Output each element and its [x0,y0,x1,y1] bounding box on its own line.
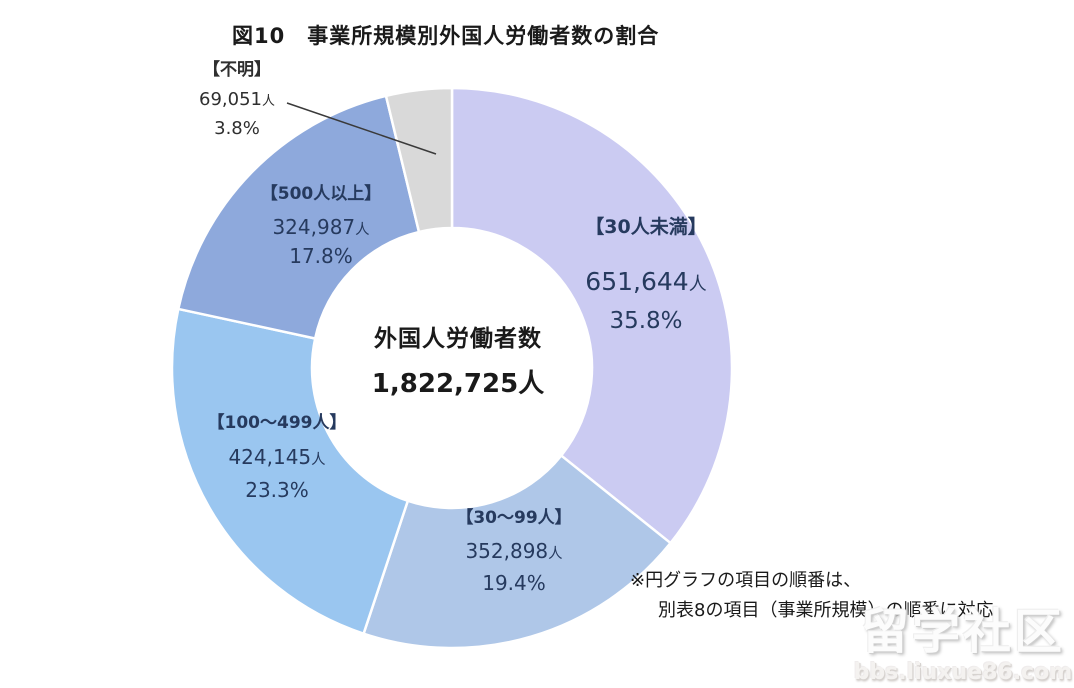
total-label: 外国人労働者数 [374,326,542,352]
footnote: ※円グラフの項目の順番は、 別表8の項目（事業所規模）の順番に対応 [630,566,993,626]
pie-segment [170,307,410,635]
segment-label-100-499: 【100～499人】 424,145人 23.3% [147,413,407,503]
unit-suffix: 人 [548,546,563,562]
segment-label-500-plus: 【500人以上】 324,987人 17.8% [191,184,451,269]
unit-suffix: 人 [518,369,545,399]
segment-name: 【不明】 [203,60,271,80]
segment-percent: 3.8% [214,118,260,139]
donut-center-total: 外国人労働者数 1,822,725人 [328,326,588,399]
segment-name: 【30人未満】 [585,216,707,238]
segment-name: 【100～499人】 [207,413,347,433]
segment-label-unknown: 【不明】 69,051人 3.8% [107,62,367,138]
segment-value: 324,987人 [272,215,370,239]
segment-percent: 23.3% [245,478,309,503]
segment-value: 352,898人 [465,539,563,563]
segment-value: 424,145人 [228,445,326,469]
segment-name: 【500人以上】 [260,184,382,204]
chart-title: 図10 事業所規模別外国人労働者数の割合 [232,24,660,48]
pie-segment [384,86,454,234]
footnote-line-2: 別表8の項目（事業所規模）の順番に対応 [658,600,994,621]
unit-suffix: 人 [262,94,275,109]
pie-segment [362,454,672,650]
leader-line-unknown-segment [286,102,437,155]
unit-suffix: 人 [355,222,370,238]
pie-segment [450,86,734,545]
segment-label-under-30: 【30人未満】 651,644人 35.8% [516,218,776,333]
pie-segments [170,86,734,650]
total-value: 1,822,725人 [371,369,545,399]
segment-name: 【30～99人】 [456,508,572,528]
segment-value: 69,051人 [199,89,275,110]
segment-percent: 17.8% [289,244,353,269]
footnote-line-1: ※円グラフの項目の順番は、 [630,570,862,591]
segment-label-30-99: 【30～99人】 352,898人 19.4% [384,508,644,596]
segment-percent: 19.4% [482,571,546,596]
segment-value: 651,644人 [585,267,707,296]
segment-percent: 35.8% [609,308,683,334]
unit-suffix: 人 [688,274,707,295]
pie-segment [177,94,421,340]
unit-suffix: 人 [311,452,326,468]
